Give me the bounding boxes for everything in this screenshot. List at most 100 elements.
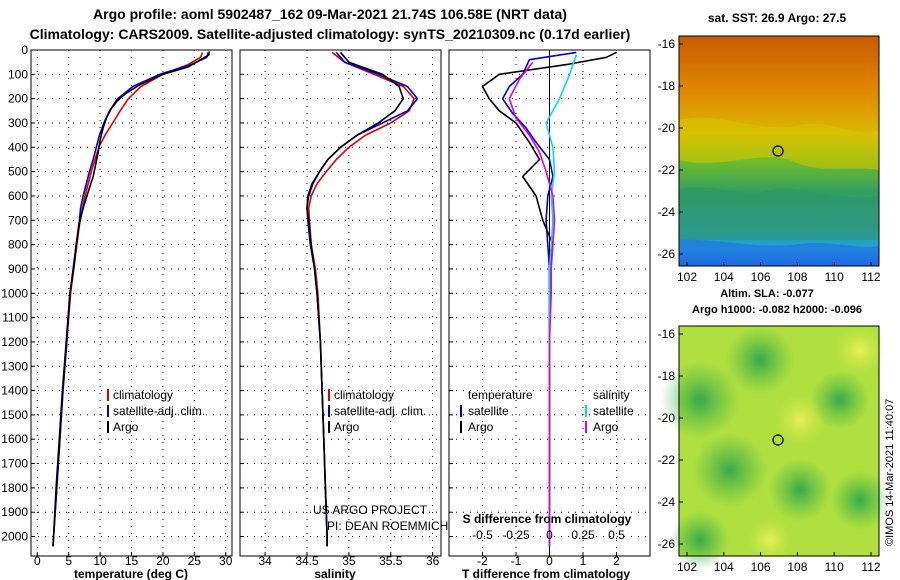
depth-axis-labels: 0 100 200 300 400 500 600 700 800 900 1000 1100 1200… [1,43,28,544]
x-tick-label: 1 [580,554,587,568]
sla-eddy [725,325,795,395]
lon-tick-label: 106 [751,560,771,574]
salinity-grid [240,49,441,556]
x-tick-label: -1 [511,554,522,568]
depth-tick-label: 200 [8,92,28,106]
x-tick-label: 35 [342,554,356,568]
float-position-marker [772,434,784,446]
x-tick-label: 35.5 [379,554,403,568]
s-tick-label: 0.25 [571,528,595,542]
series-line-satellite-adj-clim- [306,51,419,547]
sla-high [748,518,792,562]
s-tick-label: 0.5 [608,528,625,542]
lon-tick-label: 108 [787,270,807,284]
lon-tick-label: 104 [714,560,734,574]
legend-argo: Argo [113,420,139,434]
x-tick-label: 20 [156,554,170,568]
series-line-argo [306,51,405,547]
sst-map-frame [678,35,880,267]
legend-t-argo: Argo [468,420,494,434]
lon-tick-label: 104 [714,270,734,284]
sla-map-title: Altim. SLA: -0.077 [720,288,814,300]
temperature-x-ticks: 0 5 10 15 20 25 30 [34,554,233,568]
x-tick-label: 34 [258,554,272,568]
lat-tick-label: -24 [658,495,676,509]
lat-tick-label: -18 [658,79,676,93]
depth-tick-label: 1500 [1,408,28,422]
salinity-panel-frame [239,49,442,557]
lon-tick-label: 102 [677,270,697,284]
series-line-s-argo [508,61,556,547]
t-difference-axis-label: T difference from climatology [462,567,630,580]
sla-lat-ticks: -16 -18 -20 -22 -24 -26 [658,327,683,551]
lon-tick-label: 108 [787,560,807,574]
sst-lon-ticks: 102 104 106 108 110 112 [677,262,881,284]
lon-tick-label: 112 [861,560,880,574]
sla-eddy [670,510,730,570]
depth-tick-label: 0 [21,43,28,57]
sla-eddy [768,458,832,522]
lat-tick-label: -20 [658,121,676,135]
legend-t-satellite: satellite [468,404,509,418]
sla-map [660,325,890,570]
depth-tick-label: 1900 [1,505,28,519]
sla-map-frame [678,325,880,557]
legend-s-satellite: satellite [593,404,634,418]
lat-tick-label: -26 [658,247,676,261]
lon-tick-label: 110 [825,270,844,284]
depth-tick-label: 900 [8,262,28,276]
lat-tick-label: -22 [658,163,676,177]
sla-eddy [830,470,890,530]
series-line-t-satellite [501,51,577,547]
sla-eddy [660,360,740,440]
pi-annotation: PI: DEAN ROEMMICH [327,519,448,533]
salinity-x-ticks: 34 34.5 35 35.5 36 [258,554,439,568]
series-line-s-satellite [545,54,578,547]
depth-tick-label: 2000 [1,530,28,544]
sla-eddy [692,432,768,508]
x-tick-label: 25 [188,554,202,568]
sst-map-title: sat. SST: 26.9 Argo: 27.5 [708,11,847,25]
salinity-series [306,51,419,547]
imos-credit: ©IMOS 14-Mar-2021 11:40:07 [884,399,896,546]
legend-clim: climatology [334,388,394,402]
figure-title-line2: Climatology: CARS2009. Satellite-adjuste… [29,26,631,42]
temperature-axis-label: temperature (deg C) [74,567,188,580]
sla-map-subtitle: Argo h1000: -0.082 h2000: -0.096 [692,304,862,316]
depth-tick-label: 1700 [1,457,28,471]
difference-legend-salinity: salinity satellite Argo [585,388,634,434]
x-tick-label: 0 [546,554,553,568]
lon-tick-label: 110 [825,560,844,574]
depth-tick-label: 1200 [1,335,28,349]
float-position-marker [772,145,784,157]
sst-map [678,35,880,267]
s-difference-axis-label: S difference from climatology [463,512,632,526]
legend-satclim: satellite-adj. clim. [334,404,426,418]
depth-tick-label: 1400 [1,384,28,398]
difference-s-ticks: -0.5 -0.25 0 0.25 0.5 [472,528,625,542]
x-tick-label: 5 [65,554,72,568]
x-tick-label: 34.5 [295,554,319,568]
sla-high [835,325,885,375]
sst-cool-band [679,187,879,240]
temperature-series [52,51,211,547]
lat-tick-label: -16 [658,37,676,51]
lon-tick-label: 102 [677,560,697,574]
depth-tick-label: 1000 [1,286,28,300]
lon-tick-label: 106 [751,270,771,284]
sla-high [775,395,825,445]
sla-lon-ticks: 102 104 106 108 110 112 [677,552,881,574]
sst-cold-band [679,239,879,266]
lat-tick-label: -22 [658,453,676,467]
difference-legend-temperature: temperature satellite Argo [460,388,533,434]
x-tick-label: -2 [477,554,488,568]
salinity-legend: climatology satellite-adj. clim. Argo [328,388,426,434]
salinity-axis-label: salinity [314,567,356,580]
depth-tick-label: 1100 [2,311,28,325]
legend-salinity-title: salinity [593,388,630,402]
project-annotation: US ARGO PROJECT [313,503,428,517]
depth-tick-label: 600 [8,189,28,203]
x-tick-label: 10 [93,554,107,568]
depth-tick-label: 400 [8,140,28,154]
depth-tick-label: 100 [8,67,28,81]
